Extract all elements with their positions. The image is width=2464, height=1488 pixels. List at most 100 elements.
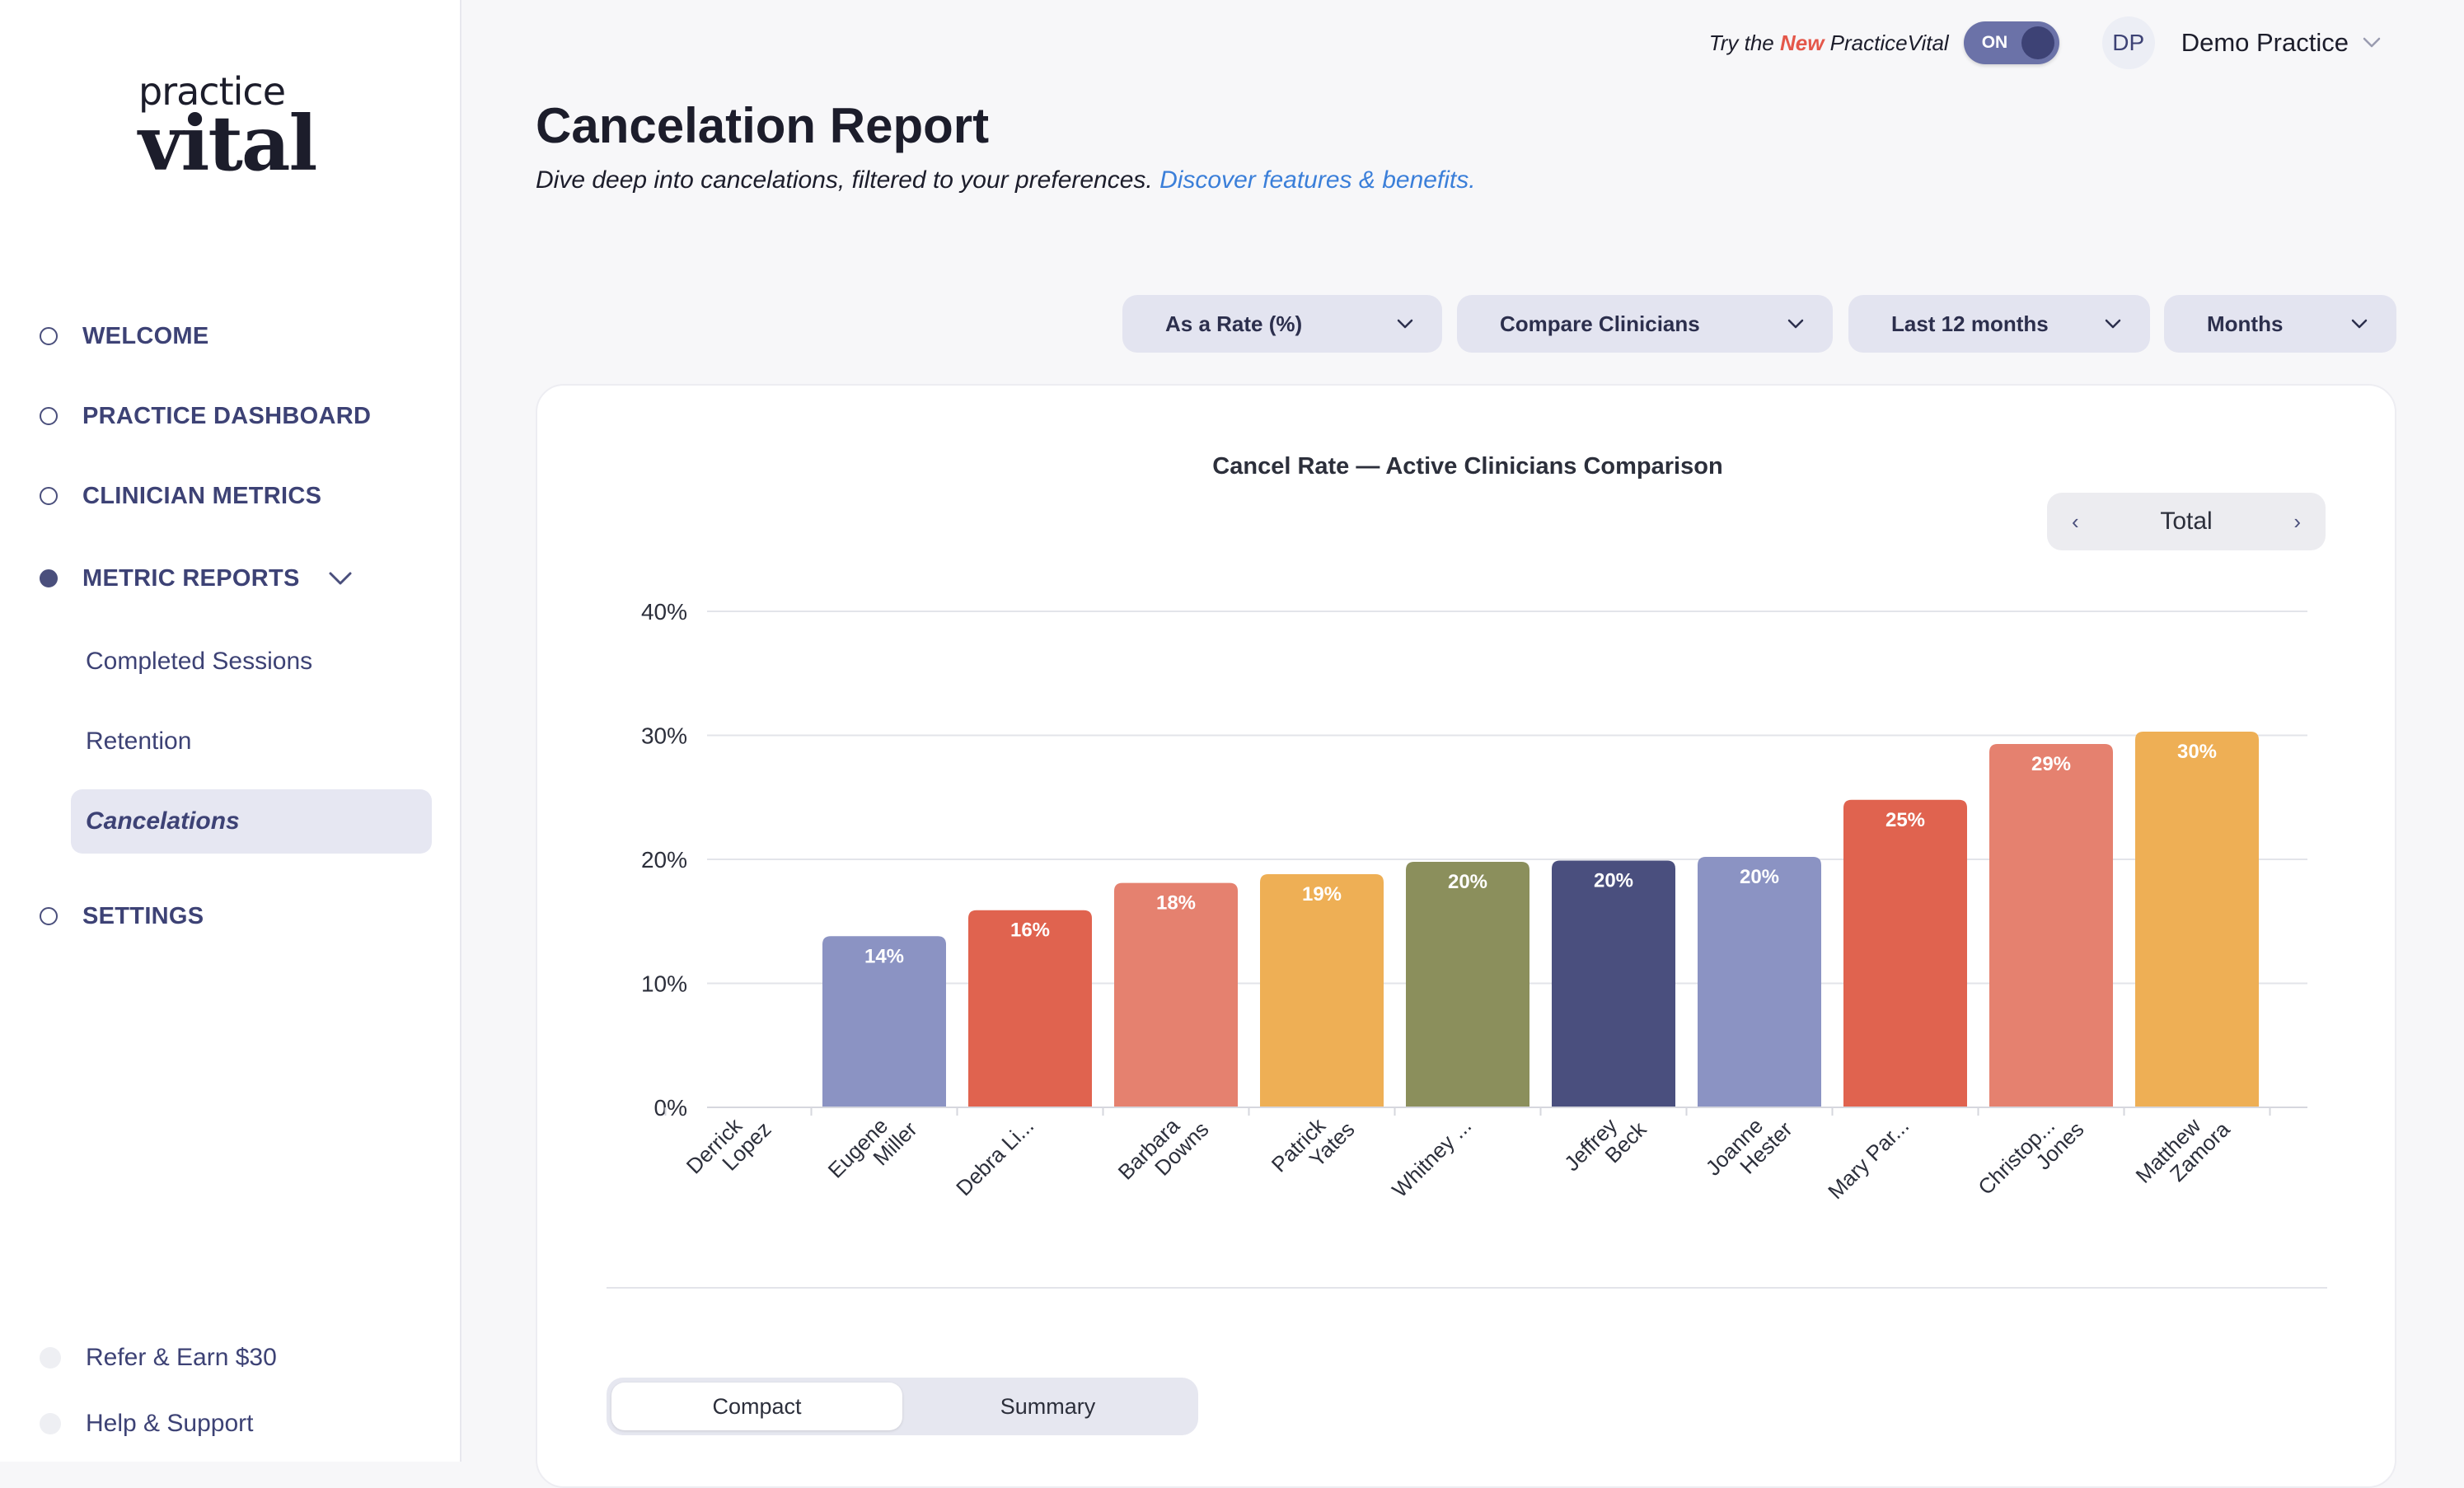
view-toggle: Compact Summary	[607, 1378, 1198, 1435]
summary-tab[interactable]: Summary	[1000, 1393, 1096, 1419]
nav-settings-label: SETTINGS	[82, 902, 204, 929]
x-tick-label-line: Debra Li...	[951, 1113, 1038, 1200]
x-tick-label: Christop...Jones	[1973, 1100, 2088, 1215]
x-tick-label-text: Christop...Jones	[1973, 1100, 2088, 1215]
x-tick-label: BarbaraDowns	[1113, 1100, 1214, 1200]
sub-item-retention[interactable]: Retention	[86, 728, 192, 755]
x-tick-label-text: JoanneHester	[1701, 1100, 1797, 1196]
y-tick-label: 30%	[641, 723, 687, 749]
refer-earn-label: Refer & Earn $30	[86, 1344, 277, 1371]
sub-item-cancelations[interactable]: Cancelations	[71, 789, 432, 854]
avatar[interactable]: DP	[2101, 16, 2155, 69]
help-support-label: Help & Support	[86, 1410, 254, 1437]
circle-icon	[40, 407, 58, 425]
period-dropdown-label: Months	[2207, 311, 2284, 336]
nav-settings[interactable]: SETTINGS	[40, 900, 204, 933]
sub-item-completed-sessions[interactable]: Completed Sessions	[86, 648, 313, 675]
bar	[1698, 856, 1821, 1107]
nav-welcome[interactable]: WELCOME	[40, 320, 209, 353]
y-tick-label: 20%	[641, 847, 687, 873]
rate-dropdown[interactable]: As a Rate (%)	[1122, 295, 1442, 353]
chevron-down-icon	[2351, 319, 2368, 329]
x-tick-label-text: EugeneMiller	[823, 1100, 922, 1199]
y-tick-label: 0%	[654, 1095, 687, 1121]
x-tick-label: PatrickYates	[1267, 1100, 1360, 1193]
chevron-down-icon	[1397, 319, 1413, 329]
filled-circle-icon	[40, 569, 58, 587]
chevron-down-icon	[1787, 319, 1804, 329]
bar	[822, 936, 946, 1107]
data-label: 19%	[1302, 883, 1342, 905]
y-tick-label: 10%	[641, 971, 687, 997]
circle-icon	[40, 327, 58, 345]
x-tick-label-text: PatrickYates	[1267, 1100, 1360, 1193]
bar	[1989, 744, 2113, 1107]
nav-welcome-label: WELCOME	[82, 322, 209, 349]
circle-icon	[40, 487, 58, 505]
data-label: 16%	[1010, 919, 1050, 942]
refer-earn-link[interactable]: Refer & Earn $30	[40, 1341, 277, 1374]
data-label: 18%	[1156, 892, 1196, 915]
x-tick-label: JeffreyBeck	[1559, 1100, 1651, 1192]
gift-icon	[40, 1347, 61, 1369]
new-version-toggle[interactable]: ON	[1963, 21, 2059, 64]
x-tick-label: MatthewZamora	[2131, 1113, 2235, 1188]
x-tick-label-text: Mary Par...	[1823, 1113, 1914, 1204]
nav-practice-dashboard[interactable]: PRACTICE DASHBOARD	[40, 400, 371, 433]
compact-tab[interactable]: Compact	[611, 1383, 902, 1430]
bar-chart: 0% 10% 20% 30% 40% DerrickLopez 14% EugeneMille…	[641, 599, 2307, 1215]
features-link[interactable]: Discover features & benefits.	[1159, 166, 1476, 194]
x-tick-label-text: Whitney ...	[1387, 1113, 1476, 1202]
try-new-text: Try the New PracticeVital	[1709, 30, 1949, 56]
logo[interactable]: practice vital	[138, 69, 317, 181]
x-tick-label: Whitney ...	[1387, 1113, 1476, 1202]
page-subtitle: Dive deep into cancelations, filtered to…	[536, 166, 1476, 194]
x-tick-label: Mary Par...	[1823, 1113, 1914, 1204]
bar	[1260, 874, 1384, 1107]
nav-practice-dashboard-label: PRACTICE DASHBOARD	[82, 402, 372, 429]
rate-dropdown-label: As a Rate (%)	[1165, 311, 1303, 336]
date-range-dropdown[interactable]: Last 12 months	[1848, 295, 2150, 353]
practice-selector[interactable]: Demo Practice	[2181, 28, 2349, 57]
toggle-label: ON	[1981, 33, 2008, 52]
bar	[2135, 731, 2259, 1107]
help-support-link[interactable]: Help & Support	[40, 1407, 253, 1440]
compare-dropdown-label: Compare Clinicians	[1500, 311, 1700, 336]
data-label: 14%	[864, 945, 904, 967]
x-tick-label-text: JeffreyBeck	[1559, 1100, 1651, 1192]
chevron-right-icon[interactable]: ›	[2293, 508, 2301, 534]
subtitle-text: Dive deep into cancelations, filtered to…	[536, 166, 1160, 194]
nav-clinician-metrics[interactable]: CLINICIAN METRICS	[40, 480, 321, 512]
toggle-knob	[2021, 26, 2054, 59]
bar	[1114, 882, 1238, 1107]
chevron-down-icon[interactable]	[2362, 36, 2382, 49]
try-new-word: New	[1779, 30, 1825, 55]
x-tick-label-line: Mary Par...	[1823, 1113, 1914, 1204]
bar	[1552, 860, 1675, 1107]
try-suffix: PracticeVital	[1824, 30, 1949, 55]
series-pager: ‹ Total ›	[2047, 493, 2326, 550]
bar	[968, 910, 1092, 1107]
chevron-down-icon[interactable]	[328, 571, 353, 586]
divider	[607, 1287, 2327, 1289]
date-range-label: Last 12 months	[1891, 311, 2049, 336]
chevron-left-icon[interactable]: ‹	[2072, 508, 2079, 534]
help-icon	[40, 1413, 61, 1434]
bar	[1843, 799, 1967, 1107]
compare-dropdown[interactable]: Compare Clinicians	[1457, 295, 1833, 353]
circle-icon	[40, 907, 58, 925]
try-prefix: Try the	[1708, 30, 1780, 55]
data-label: 20%	[1448, 871, 1487, 893]
nav-clinician-metrics-label: CLINICIAN METRICS	[82, 482, 322, 509]
x-tick-label-text: BarbaraDowns	[1113, 1100, 1214, 1200]
data-label: 30%	[2177, 741, 2217, 763]
top-bar: Try the New PracticeVital ON DP Demo Pra…	[1709, 16, 2382, 69]
x-tick-label: EugeneMiller	[823, 1100, 922, 1199]
data-label: 20%	[1594, 870, 1633, 892]
period-dropdown[interactable]: Months	[2164, 295, 2396, 353]
bar	[1406, 862, 1529, 1107]
nav-metric-reports[interactable]: METRIC REPORTS	[40, 562, 353, 595]
pager-label: Total	[2160, 508, 2213, 535]
logo-line-1: practice	[138, 69, 286, 114]
x-tick-label-line: Whitney ...	[1387, 1113, 1476, 1202]
